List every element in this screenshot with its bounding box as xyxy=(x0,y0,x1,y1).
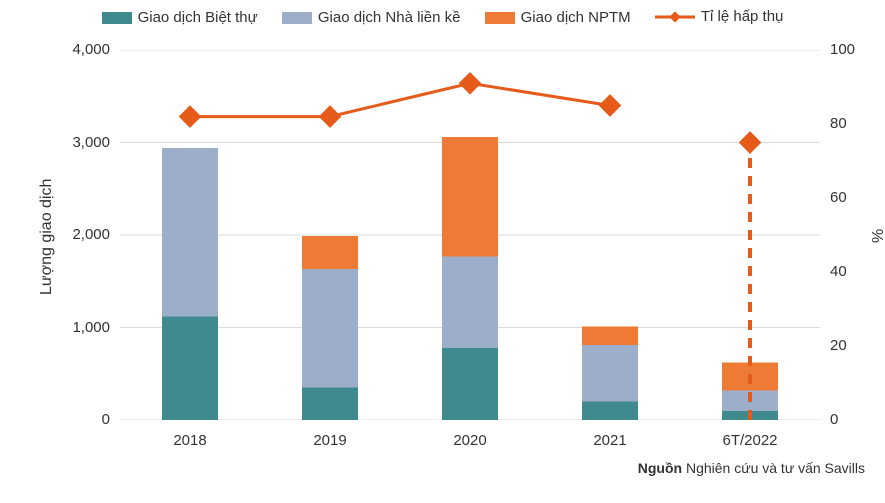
legend-swatch xyxy=(485,12,515,24)
legend-swatch xyxy=(102,12,132,24)
legend-line-icon xyxy=(655,10,695,24)
y-left-tick: 3,000 xyxy=(72,134,110,151)
x-category-label: 6T/2022 xyxy=(722,432,777,449)
y-right-tick: 20 xyxy=(830,337,847,354)
legend-item-nptm: Giao dịch NPTM xyxy=(485,9,631,26)
y-right-tick: 100 xyxy=(830,41,855,58)
y-left-tick: 2,000 xyxy=(72,226,110,243)
y-right-tick: 0 xyxy=(830,411,838,428)
source-prefix: Nguồn xyxy=(638,460,682,476)
x-category-label: 2018 xyxy=(173,432,206,449)
legend-label: Tỉ lệ hấp thụ xyxy=(701,8,784,25)
y-right-tick: 80 xyxy=(830,115,847,132)
legend-label: Giao dịch NPTM xyxy=(521,9,631,26)
x-category-label: 2020 xyxy=(453,432,486,449)
legend-item-line: Tỉ lệ hấp thụ xyxy=(655,8,784,25)
chart-container: Giao dịch Biệt thự Giao dịch Nhà liền kề… xyxy=(0,0,885,503)
y-left-tick: 0 xyxy=(102,411,110,428)
chart-legend: Giao dịch Biệt thự Giao dịch Nhà liền kề… xyxy=(0,8,885,28)
source-text: Nghiên cứu và tư vấn Savills xyxy=(686,460,865,476)
legend-swatch xyxy=(282,12,312,24)
y-left-tick: 1,000 xyxy=(72,319,110,336)
chart-source: Nguồn Nghiên cứu và tư vấn Savills xyxy=(638,460,865,476)
legend-label: Giao dịch Biệt thự xyxy=(138,9,258,26)
legend-item-lien-ke: Giao dịch Nhà liền kề xyxy=(282,9,461,26)
x-category-label: 2021 xyxy=(593,432,626,449)
legend-label: Giao dịch Nhà liền kề xyxy=(318,9,461,26)
y-axis-right-label: % xyxy=(870,229,885,243)
legend-item-biet-thu: Giao dịch Biệt thự xyxy=(102,9,258,26)
y-right-tick: 40 xyxy=(830,263,847,280)
y-left-tick: 4,000 xyxy=(72,41,110,58)
x-category-label: 2019 xyxy=(313,432,346,449)
y-axis-left-label: Lượng giao dịch xyxy=(38,179,56,295)
chart-plot xyxy=(120,50,820,420)
y-right-tick: 60 xyxy=(830,189,847,206)
